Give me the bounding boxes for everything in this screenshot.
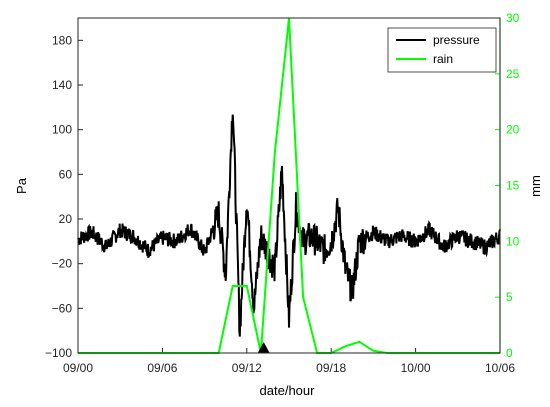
x-tick-label: 10/06 xyxy=(485,361,515,375)
left-tick-label: −20 xyxy=(52,257,73,271)
legend-label-pressure: pressure xyxy=(433,33,480,47)
left-tick-label: 140 xyxy=(52,78,72,92)
x-axis-label: date/hour xyxy=(260,383,316,398)
right-tick-label: 30 xyxy=(506,11,520,25)
left-tick-label: 180 xyxy=(52,33,72,47)
x-tick-label: 10/00 xyxy=(401,361,431,375)
left-tick-label: −100 xyxy=(45,346,72,360)
x-tick-label: 09/00 xyxy=(63,361,93,375)
left-tick-label: 100 xyxy=(52,123,72,137)
right-tick-label: 0 xyxy=(506,346,513,360)
right-axis-ticks: 30 25 20 15 10 5 0 xyxy=(495,11,520,360)
right-tick-label: 25 xyxy=(506,67,520,81)
pressure-series-line xyxy=(77,114,501,337)
x-tick-label: 09/12 xyxy=(232,361,262,375)
y-axis-label-left: Pa xyxy=(14,177,29,194)
legend: pressure rain xyxy=(387,27,497,73)
left-tick-label: 20 xyxy=(59,212,73,226)
left-tick-label: 60 xyxy=(59,167,73,181)
rain-series-line xyxy=(78,17,500,354)
x-tick-label: 09/06 xyxy=(147,361,177,375)
right-tick-label: 5 xyxy=(506,290,513,304)
right-tick-label: 10 xyxy=(506,234,520,248)
legend-label-rain: rain xyxy=(433,52,453,66)
y-axis-label-right: mm xyxy=(528,175,543,197)
right-tick-label: 15 xyxy=(506,179,520,193)
date-marker-triangle xyxy=(257,342,270,353)
left-axis-ticks: 180 140 100 60 20 −20 −60 −100 xyxy=(45,33,83,360)
plot-frame xyxy=(77,17,501,354)
left-tick-label: −60 xyxy=(52,301,73,315)
legend-box xyxy=(387,27,497,73)
x-axis-ticks: 09/00 09/06 09/12 09/18 10/00 10/06 xyxy=(63,348,515,375)
right-tick-label: 20 xyxy=(506,123,520,137)
x-tick-label: 09/18 xyxy=(316,361,346,375)
